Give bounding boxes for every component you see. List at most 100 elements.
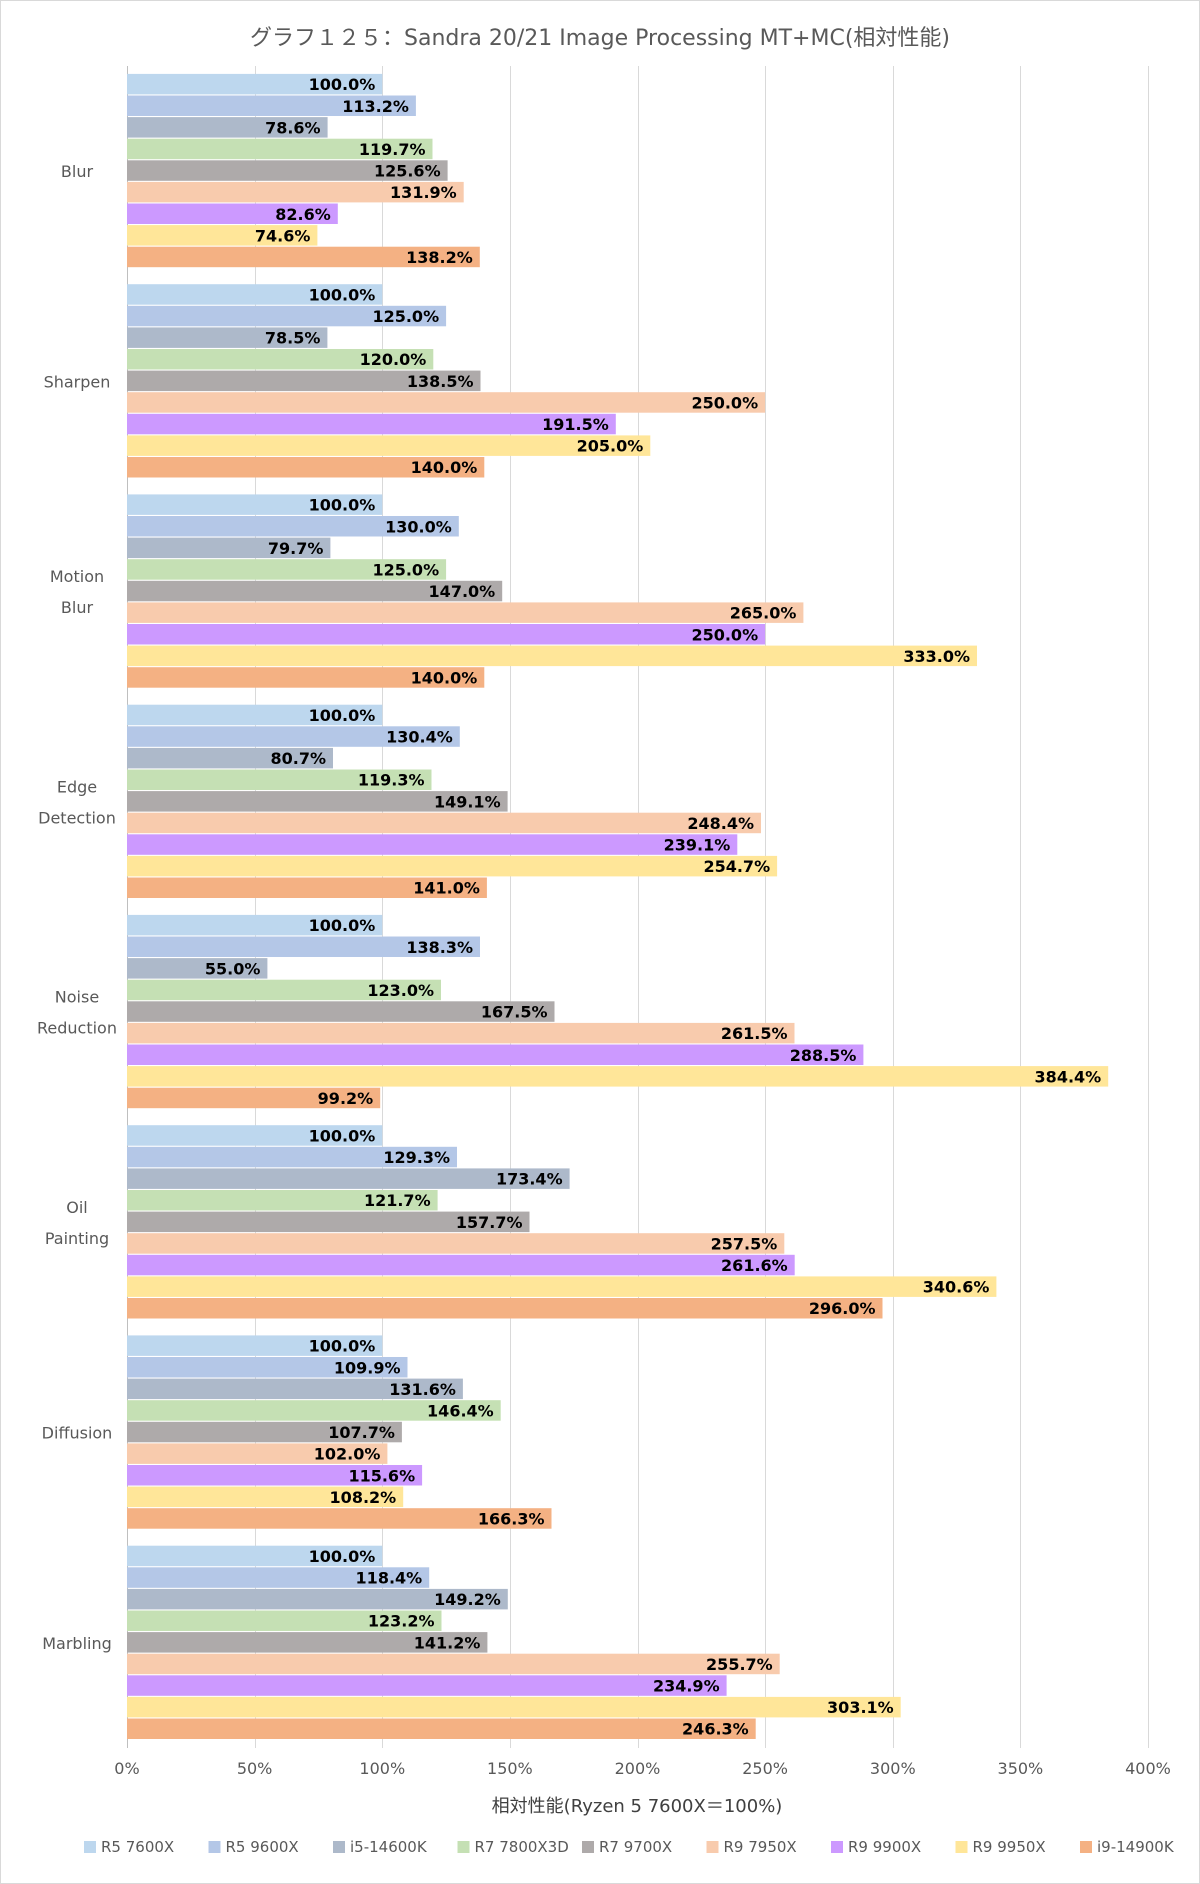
data-label: 146.4% [427, 1402, 494, 1421]
x-tick-labels: 0% 50% 100% 150% 200% 250% 300% 350% 400% [114, 1759, 1171, 1778]
bar [127, 1567, 430, 1588]
category-label: Motion [50, 567, 104, 586]
legend-label: R9 9950X [973, 1838, 1046, 1856]
data-label: 125.0% [372, 307, 439, 326]
data-label: 115.6% [348, 1466, 415, 1485]
x-tick-label: 300% [870, 1759, 916, 1778]
bar [127, 769, 432, 790]
category-label: Painting [45, 1229, 109, 1248]
data-label: 118.4% [356, 1569, 423, 1588]
data-label: 296.0% [809, 1299, 876, 1318]
data-label: 119.7% [359, 140, 426, 159]
bar [127, 834, 738, 855]
data-label: 261.5% [721, 1024, 788, 1043]
x-tick-label: 50% [237, 1759, 273, 1778]
bar [127, 413, 616, 435]
bar [127, 645, 977, 667]
bar [127, 1465, 423, 1486]
bar [127, 516, 459, 537]
data-label: 100.0% [309, 1547, 376, 1566]
data-label: 261.6% [721, 1256, 788, 1275]
data-label: 108.2% [330, 1488, 397, 1507]
data-label: 80.7% [270, 749, 326, 768]
data-label: 100.0% [309, 75, 376, 94]
bar [127, 117, 328, 138]
data-label: 288.5% [790, 1046, 857, 1065]
data-label: 99.2% [318, 1089, 374, 1108]
data-label: 333.0% [903, 647, 970, 666]
bar [127, 95, 416, 116]
data-label: 123.0% [367, 981, 434, 1000]
data-label: 340.6% [923, 1278, 990, 1297]
bar [127, 1087, 381, 1109]
legend-swatch [208, 1841, 221, 1853]
data-label: 100.0% [309, 285, 376, 304]
bar [127, 877, 487, 898]
bar [127, 537, 331, 559]
data-label: 138.3% [406, 938, 473, 957]
bar [127, 726, 460, 747]
bar [127, 457, 485, 478]
bar [127, 559, 447, 580]
bar [127, 979, 441, 1001]
data-label: 138.5% [407, 372, 474, 391]
bar [127, 1276, 997, 1297]
data-label: 109.9% [334, 1358, 401, 1377]
bar [127, 1298, 883, 1319]
data-label: 149.1% [434, 792, 501, 811]
legend-label: R7 9700X [599, 1838, 672, 1856]
data-label: 130.0% [385, 517, 452, 536]
data-label: 157.7% [456, 1213, 523, 1232]
category-label: Diffusion [42, 1424, 113, 1443]
bar [127, 181, 464, 203]
bar [127, 1001, 555, 1022]
category-label: Marbling [42, 1634, 112, 1653]
data-label: 257.5% [711, 1234, 778, 1253]
data-label: 78.6% [265, 118, 321, 137]
data-label: 250.0% [691, 393, 758, 412]
bar [127, 1400, 501, 1421]
legend-swatch [1080, 1841, 1092, 1853]
category-label: Edge [57, 777, 97, 796]
legend-label: R5 9600X [226, 1838, 299, 1856]
data-label: 100.0% [309, 496, 376, 515]
data-label: 138.2% [406, 248, 473, 267]
legend-swatch [706, 1841, 719, 1853]
bar [127, 1168, 570, 1189]
bar [127, 1653, 780, 1675]
data-label: 100.0% [309, 1126, 376, 1145]
bar [127, 1696, 901, 1718]
data-labels: 100.0% 113.2% 78.6% 119.7% 125.6% 131.9% 82.6%… [205, 75, 1101, 1738]
data-label: 173.4% [496, 1170, 563, 1189]
data-label: 100.0% [309, 916, 376, 935]
data-label: 141.0% [413, 879, 480, 898]
bar [127, 1066, 1109, 1087]
data-label: 129.3% [383, 1148, 450, 1167]
data-label: 123.2% [368, 1612, 435, 1631]
bar [127, 958, 268, 979]
data-label: 107.7% [328, 1423, 395, 1442]
data-label: 140.0% [411, 458, 478, 477]
data-label: 303.1% [827, 1698, 894, 1717]
data-label: 131.6% [389, 1380, 456, 1399]
bar [127, 1022, 795, 1044]
x-tick-label: 100% [359, 1759, 405, 1778]
x-tick-label: 150% [487, 1759, 533, 1778]
bar [127, 246, 480, 268]
data-label: 125.6% [374, 162, 441, 181]
legend-label: R9 7950X [724, 1838, 797, 1856]
bar [127, 580, 503, 602]
bar [127, 1357, 408, 1378]
legend-swatch [955, 1841, 968, 1853]
bar [127, 1588, 508, 1610]
bar [127, 602, 804, 623]
legend-label: R7 7800X3D [475, 1838, 569, 1856]
bar [127, 138, 433, 160]
legend: R5 7600X R5 9600X i5-14600K R7 7800X3D R7 97… [84, 1838, 1175, 1856]
data-label: 100.0% [309, 1337, 376, 1356]
data-label: 205.0% [577, 437, 644, 456]
bar [127, 936, 480, 957]
bar [127, 1443, 388, 1464]
data-label: 248.4% [687, 814, 754, 833]
bar [127, 855, 778, 877]
